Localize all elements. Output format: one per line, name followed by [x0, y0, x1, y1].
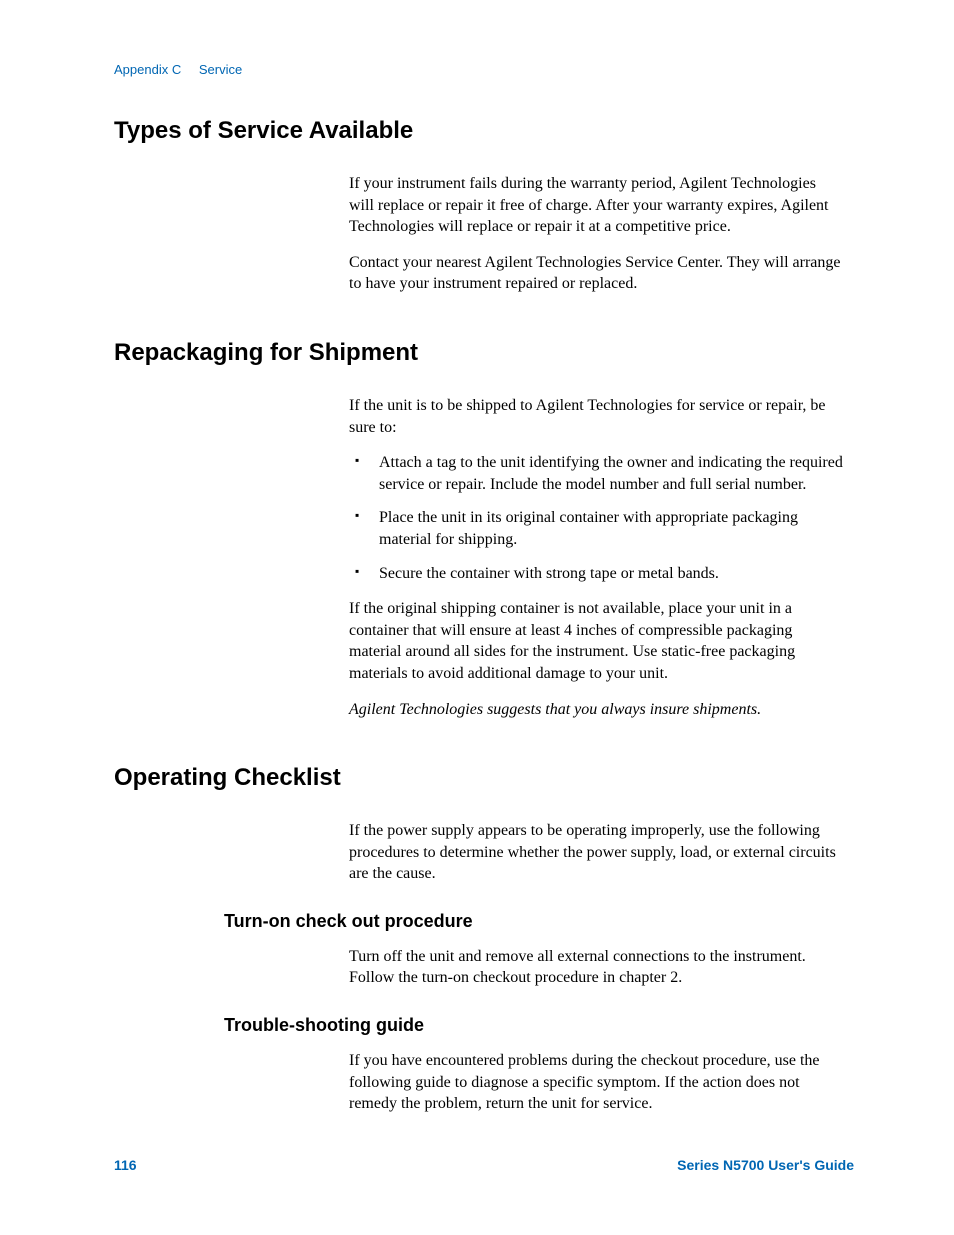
appendix-label: Appendix C: [114, 62, 181, 77]
operating-checklist-heading: Operating Checklist: [114, 764, 854, 792]
turn-on-heading: Turn-on check out procedure: [224, 911, 854, 932]
repackaging-intro: If the unit is to be shipped to Agilent …: [349, 395, 844, 438]
guide-title: Series N5700 User's Guide: [677, 1157, 854, 1173]
repackaging-after: If the original shipping container is no…: [349, 598, 844, 684]
page-header: Appendix C Service: [114, 62, 242, 77]
repackaging-bullets: Attach a tag to the unit identifying the…: [349, 452, 844, 584]
types-of-service-para1: If your instrument fails during the warr…: [349, 173, 844, 238]
types-of-service-para2: Contact your nearest Agilent Technologie…: [349, 252, 844, 295]
repackaging-note: Agilent Technologies suggests that you a…: [349, 699, 844, 721]
repackaging-bullet-3: Secure the container with strong tape or…: [349, 563, 844, 585]
page-number: 116: [114, 1157, 137, 1173]
section-label: Service: [199, 62, 242, 77]
repackaging-heading: Repackaging for Shipment: [114, 339, 854, 367]
troubleshooting-heading: Trouble-shooting guide: [224, 1015, 854, 1036]
turn-on-text: Turn off the unit and remove all externa…: [349, 946, 844, 989]
troubleshooting-text: If you have encountered problems during …: [349, 1050, 844, 1115]
operating-checklist-intro: If the power supply appears to be operat…: [349, 820, 844, 885]
page-content: Types of Service Available If your instr…: [114, 117, 854, 1129]
repackaging-bullet-2: Place the unit in its original container…: [349, 507, 844, 550]
page-footer: 116 Series N5700 User's Guide: [114, 1157, 854, 1173]
repackaging-bullet-1: Attach a tag to the unit identifying the…: [349, 452, 844, 495]
types-of-service-heading: Types of Service Available: [114, 117, 854, 145]
